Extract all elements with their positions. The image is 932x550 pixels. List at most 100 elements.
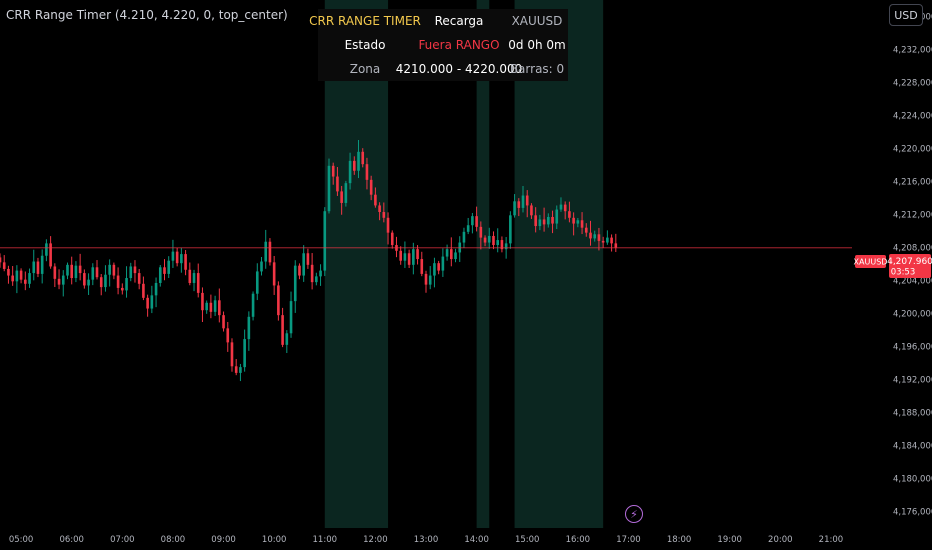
candle-body bbox=[449, 249, 453, 260]
candle-body bbox=[28, 273, 31, 284]
price-tag-value: 4,207.960 bbox=[887, 257, 932, 267]
x-tick-label: 15:00 bbox=[515, 535, 540, 545]
candle-body bbox=[382, 212, 386, 218]
candle-body bbox=[589, 232, 592, 239]
x-tick-label: 19:00 bbox=[717, 535, 742, 545]
candle-body bbox=[234, 366, 238, 373]
candle-body bbox=[264, 241, 268, 262]
candle-body bbox=[399, 250, 403, 261]
candle-body bbox=[365, 164, 369, 180]
candle-body bbox=[175, 251, 179, 264]
candle-body bbox=[226, 328, 230, 343]
candle-body bbox=[171, 251, 175, 261]
x-tick-label: 18:00 bbox=[667, 535, 692, 545]
table-cell-timer: 0d 0h 0m bbox=[508, 38, 566, 52]
candle-body bbox=[196, 273, 200, 293]
x-tick-label: 14:00 bbox=[464, 535, 489, 545]
y-tick-label: 4,228,000 bbox=[893, 79, 932, 89]
candle-body bbox=[606, 237, 609, 243]
candle-body bbox=[551, 216, 554, 224]
table-cell-estado-label: Estado bbox=[344, 38, 386, 52]
candle-body bbox=[87, 279, 90, 286]
candle-body bbox=[601, 240, 605, 243]
candle-body bbox=[255, 271, 259, 294]
candle-body bbox=[49, 243, 52, 267]
candle-body bbox=[7, 268, 10, 276]
x-tick-label: 12:00 bbox=[363, 535, 388, 545]
candle-body bbox=[260, 261, 263, 272]
candle-body bbox=[310, 264, 314, 283]
candle-body bbox=[483, 237, 487, 243]
candle-body bbox=[369, 179, 373, 195]
currency-button[interactable]: USD bbox=[889, 4, 923, 26]
candle-body bbox=[614, 243, 618, 248]
price-axis: 4,236,0004,232,0004,228,0004,224,0004,22… bbox=[893, 13, 932, 518]
crr-info-table: CRR RANGE TIMER Recarga XAUUSD Estado Fu… bbox=[309, 9, 568, 81]
candle-body bbox=[572, 217, 575, 224]
candle-body bbox=[32, 261, 36, 274]
candle-body bbox=[525, 195, 529, 206]
y-tick-label: 4,196,000 bbox=[893, 343, 932, 353]
candle-body bbox=[74, 265, 78, 279]
candle-body bbox=[142, 283, 145, 298]
y-tick-label: 4,184,000 bbox=[893, 442, 932, 452]
candle-body bbox=[509, 215, 512, 244]
candle-body bbox=[542, 219, 546, 225]
candle-body bbox=[45, 243, 48, 256]
candle-body bbox=[251, 293, 255, 317]
y-tick-label: 4,224,000 bbox=[893, 112, 932, 122]
candle-body bbox=[471, 216, 474, 226]
candle-body bbox=[230, 342, 234, 367]
table-cell-estado-value: Fuera RANGO bbox=[418, 38, 500, 52]
candlestick-series bbox=[0, 140, 618, 382]
session-band bbox=[514, 0, 604, 528]
candle-body bbox=[390, 232, 394, 246]
y-tick-label: 4,216,000 bbox=[893, 178, 932, 188]
candle-body bbox=[500, 240, 504, 250]
candle-body bbox=[167, 260, 171, 274]
y-tick-label: 4,180,000 bbox=[893, 475, 932, 485]
candle-body bbox=[361, 151, 365, 165]
candle-body bbox=[95, 267, 99, 278]
candle-body bbox=[593, 234, 597, 239]
price-tag-countdown: 03:53 bbox=[891, 268, 916, 278]
time-axis: 05:00 06:00 07:00 08:00 09:00 10:00 11:00 12:00… bbox=[9, 535, 843, 545]
candle-body bbox=[112, 264, 116, 276]
x-tick-label: 10:00 bbox=[262, 535, 287, 545]
candle-body bbox=[517, 201, 521, 208]
candle-body bbox=[530, 205, 533, 216]
candle-body bbox=[213, 300, 217, 312]
candle-body bbox=[11, 275, 14, 282]
x-tick-label: 06:00 bbox=[59, 535, 84, 545]
candle-body bbox=[281, 315, 284, 345]
candle-body bbox=[521, 195, 525, 208]
session-shading bbox=[324, 0, 604, 528]
candle-body bbox=[555, 209, 559, 224]
y-tick-label: 4,212,000 bbox=[893, 211, 932, 221]
candle-body bbox=[319, 270, 322, 277]
candle-body bbox=[496, 240, 500, 246]
candle-body bbox=[462, 231, 466, 243]
candle-body bbox=[584, 227, 588, 233]
candle-body bbox=[336, 176, 339, 192]
candle-body bbox=[428, 275, 432, 285]
candle-body bbox=[285, 333, 289, 345]
lightning-icon[interactable]: ⚡ bbox=[625, 505, 643, 523]
symbol-tag-label: XAUUSD bbox=[854, 258, 888, 267]
candle-body bbox=[180, 254, 183, 264]
candle-body bbox=[268, 241, 272, 263]
candle-body bbox=[433, 263, 436, 276]
candle-body bbox=[374, 194, 377, 206]
candle-body bbox=[78, 265, 82, 274]
symbol-tag bbox=[855, 255, 886, 268]
y-tick-label: 4,220,000 bbox=[893, 145, 932, 155]
candle-body bbox=[277, 285, 280, 316]
candle-body bbox=[327, 165, 331, 212]
current-price-tag: XAUUSD 4,207.960 03:53 bbox=[854, 254, 932, 278]
candle-body bbox=[475, 216, 478, 227]
candle-body bbox=[323, 211, 327, 271]
candle-body bbox=[344, 183, 348, 203]
y-tick-label: 4,176,000 bbox=[893, 508, 932, 518]
candle-body bbox=[222, 315, 225, 329]
